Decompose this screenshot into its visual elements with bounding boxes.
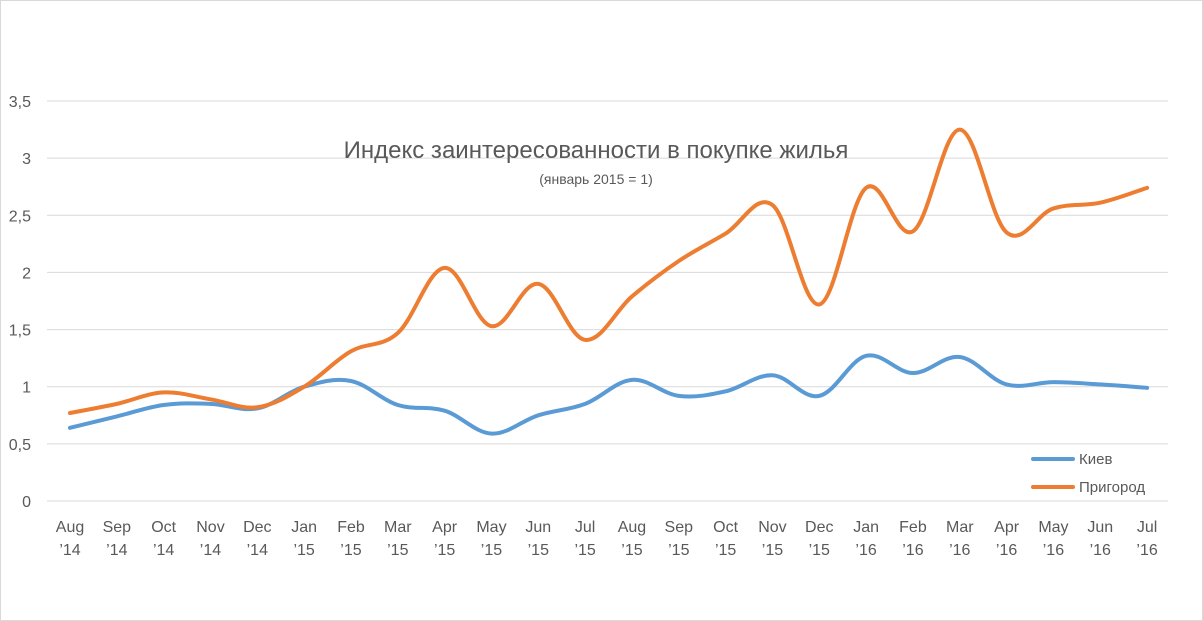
- x-tick-label-year: ’14: [153, 542, 174, 559]
- x-tick-label-year: ’16: [1136, 542, 1157, 559]
- x-tick-label-year: ’16: [1043, 542, 1064, 559]
- y-tick-label: 3,5: [9, 94, 31, 111]
- x-tick-label-year: ’15: [715, 542, 736, 559]
- chart-title: Индекс заинтересованности в покупке жиль…: [344, 137, 849, 164]
- legend-label: Пригород: [1079, 479, 1145, 496]
- series-lines: [68, 127, 1150, 436]
- x-tick-label-year: ’15: [387, 542, 408, 559]
- series-line-kiev: [68, 353, 1150, 436]
- x-tick-label-month: Feb: [899, 519, 927, 536]
- legend-label: Киев: [1079, 451, 1112, 468]
- x-tick-label-year: ’16: [996, 542, 1017, 559]
- x-tick-label-year: ’16: [855, 542, 876, 559]
- legend: Киев Пригород: [1031, 451, 1145, 496]
- x-tick-label-month: Jun: [1087, 519, 1113, 536]
- x-tick-label-year: ’15: [434, 542, 455, 559]
- series-line-suburb: [68, 127, 1150, 415]
- x-tick-label-year: ’14: [59, 542, 80, 559]
- x-tick-label-year: ’15: [762, 542, 783, 559]
- y-axis: 0 0,5 1 1,5 2 2,5 3 3,5: [9, 94, 31, 511]
- x-tick-label-month: May: [1038, 519, 1068, 536]
- x-tick-label-month: Jul: [575, 519, 595, 536]
- x-tick-label-month: Nov: [196, 519, 224, 536]
- x-tick-label-month: Mar: [946, 519, 974, 536]
- x-tick-label-year: ’15: [574, 542, 595, 559]
- x-tick-label-year: ’15: [528, 542, 549, 559]
- chart-subtitle: (январь 2015 = 1): [539, 171, 653, 187]
- x-tick-label-year: ’15: [621, 542, 642, 559]
- x-tick-label-year: ’15: [293, 542, 314, 559]
- x-tick-label-month: Dec: [805, 519, 833, 536]
- x-tick-label-month: Feb: [337, 519, 365, 536]
- x-tick-label-year: ’15: [809, 542, 830, 559]
- grid-lines: [47, 100, 1168, 502]
- y-tick-label: 3: [22, 151, 31, 168]
- x-tick-label-year: ’14: [200, 542, 221, 559]
- x-tick-label-month: Apr: [432, 519, 458, 536]
- y-tick-label: 0,5: [9, 437, 31, 454]
- x-tick-label-month: Sep: [665, 519, 694, 536]
- y-tick-label: 1,5: [9, 323, 31, 340]
- x-tick-label-year: ’14: [106, 542, 127, 559]
- x-tick-label-month: Apr: [994, 519, 1020, 536]
- x-tick-label-month: Jul: [1137, 519, 1157, 536]
- x-tick-label-year: ’15: [340, 542, 361, 559]
- x-tick-label-month: Jun: [525, 519, 551, 536]
- x-tick-label-year: ’14: [247, 542, 268, 559]
- x-tick-label-month: Aug: [618, 519, 646, 536]
- x-tick-label-year: ’16: [1090, 542, 1111, 559]
- y-tick-label: 2: [22, 265, 31, 282]
- x-tick-label-year: ’16: [902, 542, 923, 559]
- x-tick-label-month: Nov: [758, 519, 786, 536]
- x-axis: Aug ’14 Sep ’14 Oct ’14 Nov ’14 Dec ’14 Jan ’15 Feb ’…: [56, 519, 1158, 559]
- x-tick-label-year: ’16: [949, 542, 970, 559]
- y-tick-label: 2,5: [9, 208, 31, 225]
- x-tick-label-month: Oct: [151, 519, 176, 536]
- x-tick-label-year: ’15: [668, 542, 689, 559]
- x-tick-label-month: Aug: [56, 519, 84, 536]
- y-tick-label: 0: [22, 494, 31, 511]
- x-tick-label-month: Jan: [853, 519, 879, 536]
- x-tick-label-year: ’15: [481, 542, 502, 559]
- x-tick-label-month: Jan: [291, 519, 317, 536]
- x-tick-label-month: Dec: [243, 519, 271, 536]
- y-tick-label: 1: [22, 380, 31, 397]
- x-tick-label-month: Sep: [103, 519, 132, 536]
- x-tick-label-month: Oct: [713, 519, 738, 536]
- x-tick-label-month: Mar: [384, 519, 412, 536]
- x-tick-label-month: May: [476, 519, 506, 536]
